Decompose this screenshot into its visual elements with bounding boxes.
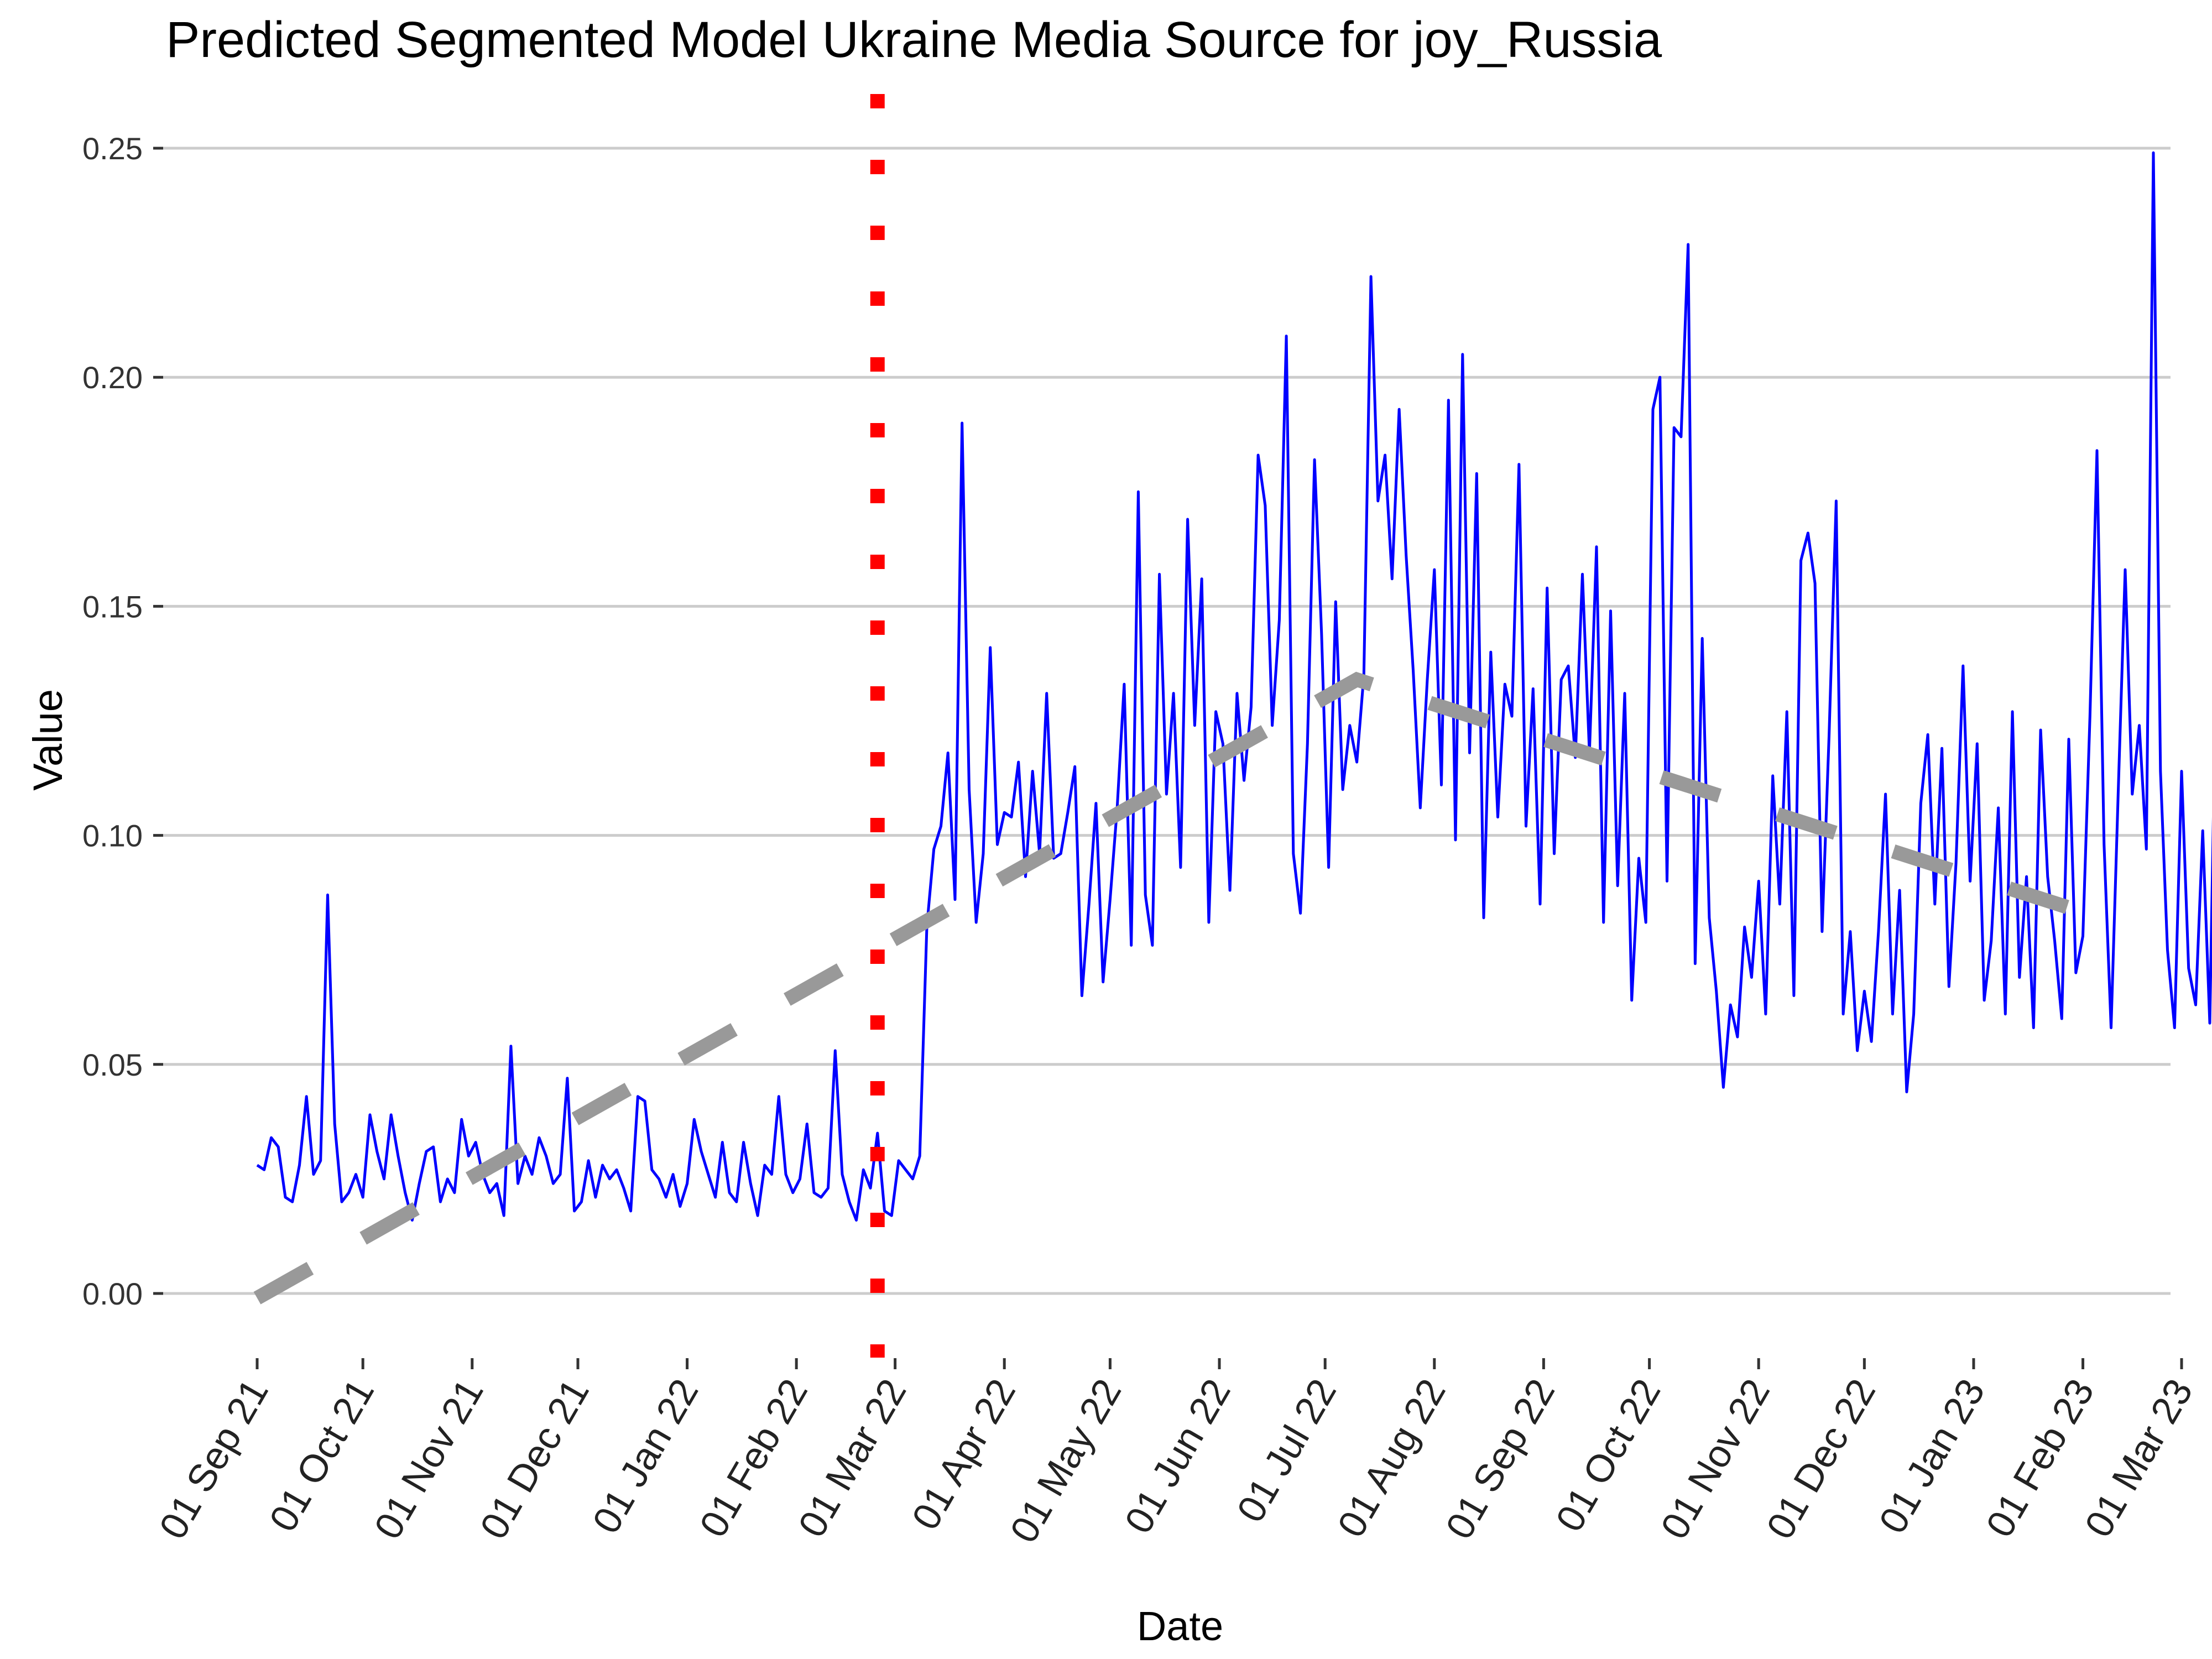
x-tick-label: 01 Apr 22 — [904, 1372, 1024, 1537]
x-tick-label: 01 Oct 21 — [261, 1372, 382, 1539]
y-axis-title: Value — [25, 689, 71, 791]
x-tick-label: 01 Nov 21 — [366, 1372, 492, 1546]
y-tick-label: 0.25 — [82, 131, 143, 166]
x-tick-label: 01 Jun 22 — [1117, 1372, 1239, 1541]
y-tick-label: 0.10 — [82, 818, 143, 853]
x-tick-label: 01 Jul 22 — [1229, 1372, 1345, 1530]
x-tick-label: 01 Sep 22 — [1437, 1372, 1563, 1546]
chart-title: Predicted Segmented Model Ukraine Media … — [166, 12, 1662, 68]
x-tick-label: 01 Dec 22 — [1758, 1372, 1884, 1546]
y-tick-label: 0.05 — [82, 1047, 143, 1082]
y-axis: 0.00 0.05 0.10 0.15 0.20 0.25 — [82, 131, 163, 1311]
x-tick-label: 01 May 22 — [1001, 1372, 1129, 1550]
x-tick-label: 01 Oct 22 — [1547, 1372, 1668, 1539]
x-tick-label: 01 Sep 21 — [151, 1372, 276, 1546]
y-tick-label: 0.20 — [82, 360, 143, 395]
x-tick-label: 01 Nov 22 — [1652, 1372, 1778, 1546]
x-tick-label: 01 Dec 21 — [472, 1372, 597, 1546]
x-tick-label: 01 Jan 22 — [584, 1372, 706, 1541]
x-axis-title: Date — [1137, 1603, 1223, 1649]
series-group — [253, 94, 2212, 1358]
y-tick-label: 0.00 — [82, 1276, 143, 1311]
series-line-observed — [256, 151, 2212, 1222]
x-tick-label: 01 Jan 23 — [1871, 1372, 1993, 1541]
gridlines — [163, 147, 2171, 1295]
y-tick-label: 0.15 — [82, 589, 143, 624]
series-line-fitted — [253, 671, 2089, 1305]
x-tick-label: 01 Aug 22 — [1329, 1372, 1454, 1545]
